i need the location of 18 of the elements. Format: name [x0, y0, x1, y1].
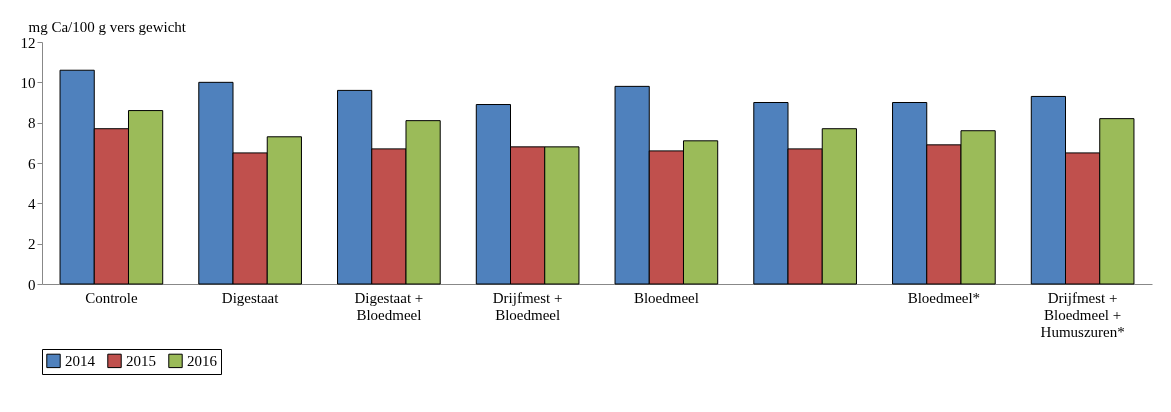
y-tick-label: 10: [20, 74, 36, 91]
y-tick-label: 8: [28, 115, 36, 132]
legend-label: 2016: [187, 352, 218, 369]
x-tick-label: Digestaat + Bloedmeel: [354, 289, 424, 323]
y-tick-label: 12: [20, 34, 36, 51]
y-axis-title: mg Ca/100 g vers gewicht: [28, 18, 187, 35]
y-tick-label: 6: [28, 155, 36, 172]
y-tick-label: 0: [28, 276, 36, 293]
x-tick-label: Digestaat: [221, 289, 280, 306]
x-tick-label: Bloedmeel: [633, 289, 699, 306]
x-tick-label: Bloedmeel*: [907, 289, 981, 306]
legend-label: 2015: [126, 352, 156, 369]
legend-label: 2014: [65, 352, 96, 369]
x-tick-label: Controle: [85, 289, 138, 306]
y-tick-label: 2: [28, 236, 36, 253]
x-tick-label: Drijfmest + Bloedmeel + Humuszuren*: [1040, 289, 1125, 340]
x-tick-label: Drijfmest + Bloedmeel: [492, 289, 563, 323]
y-tick-label: 4: [28, 195, 36, 212]
